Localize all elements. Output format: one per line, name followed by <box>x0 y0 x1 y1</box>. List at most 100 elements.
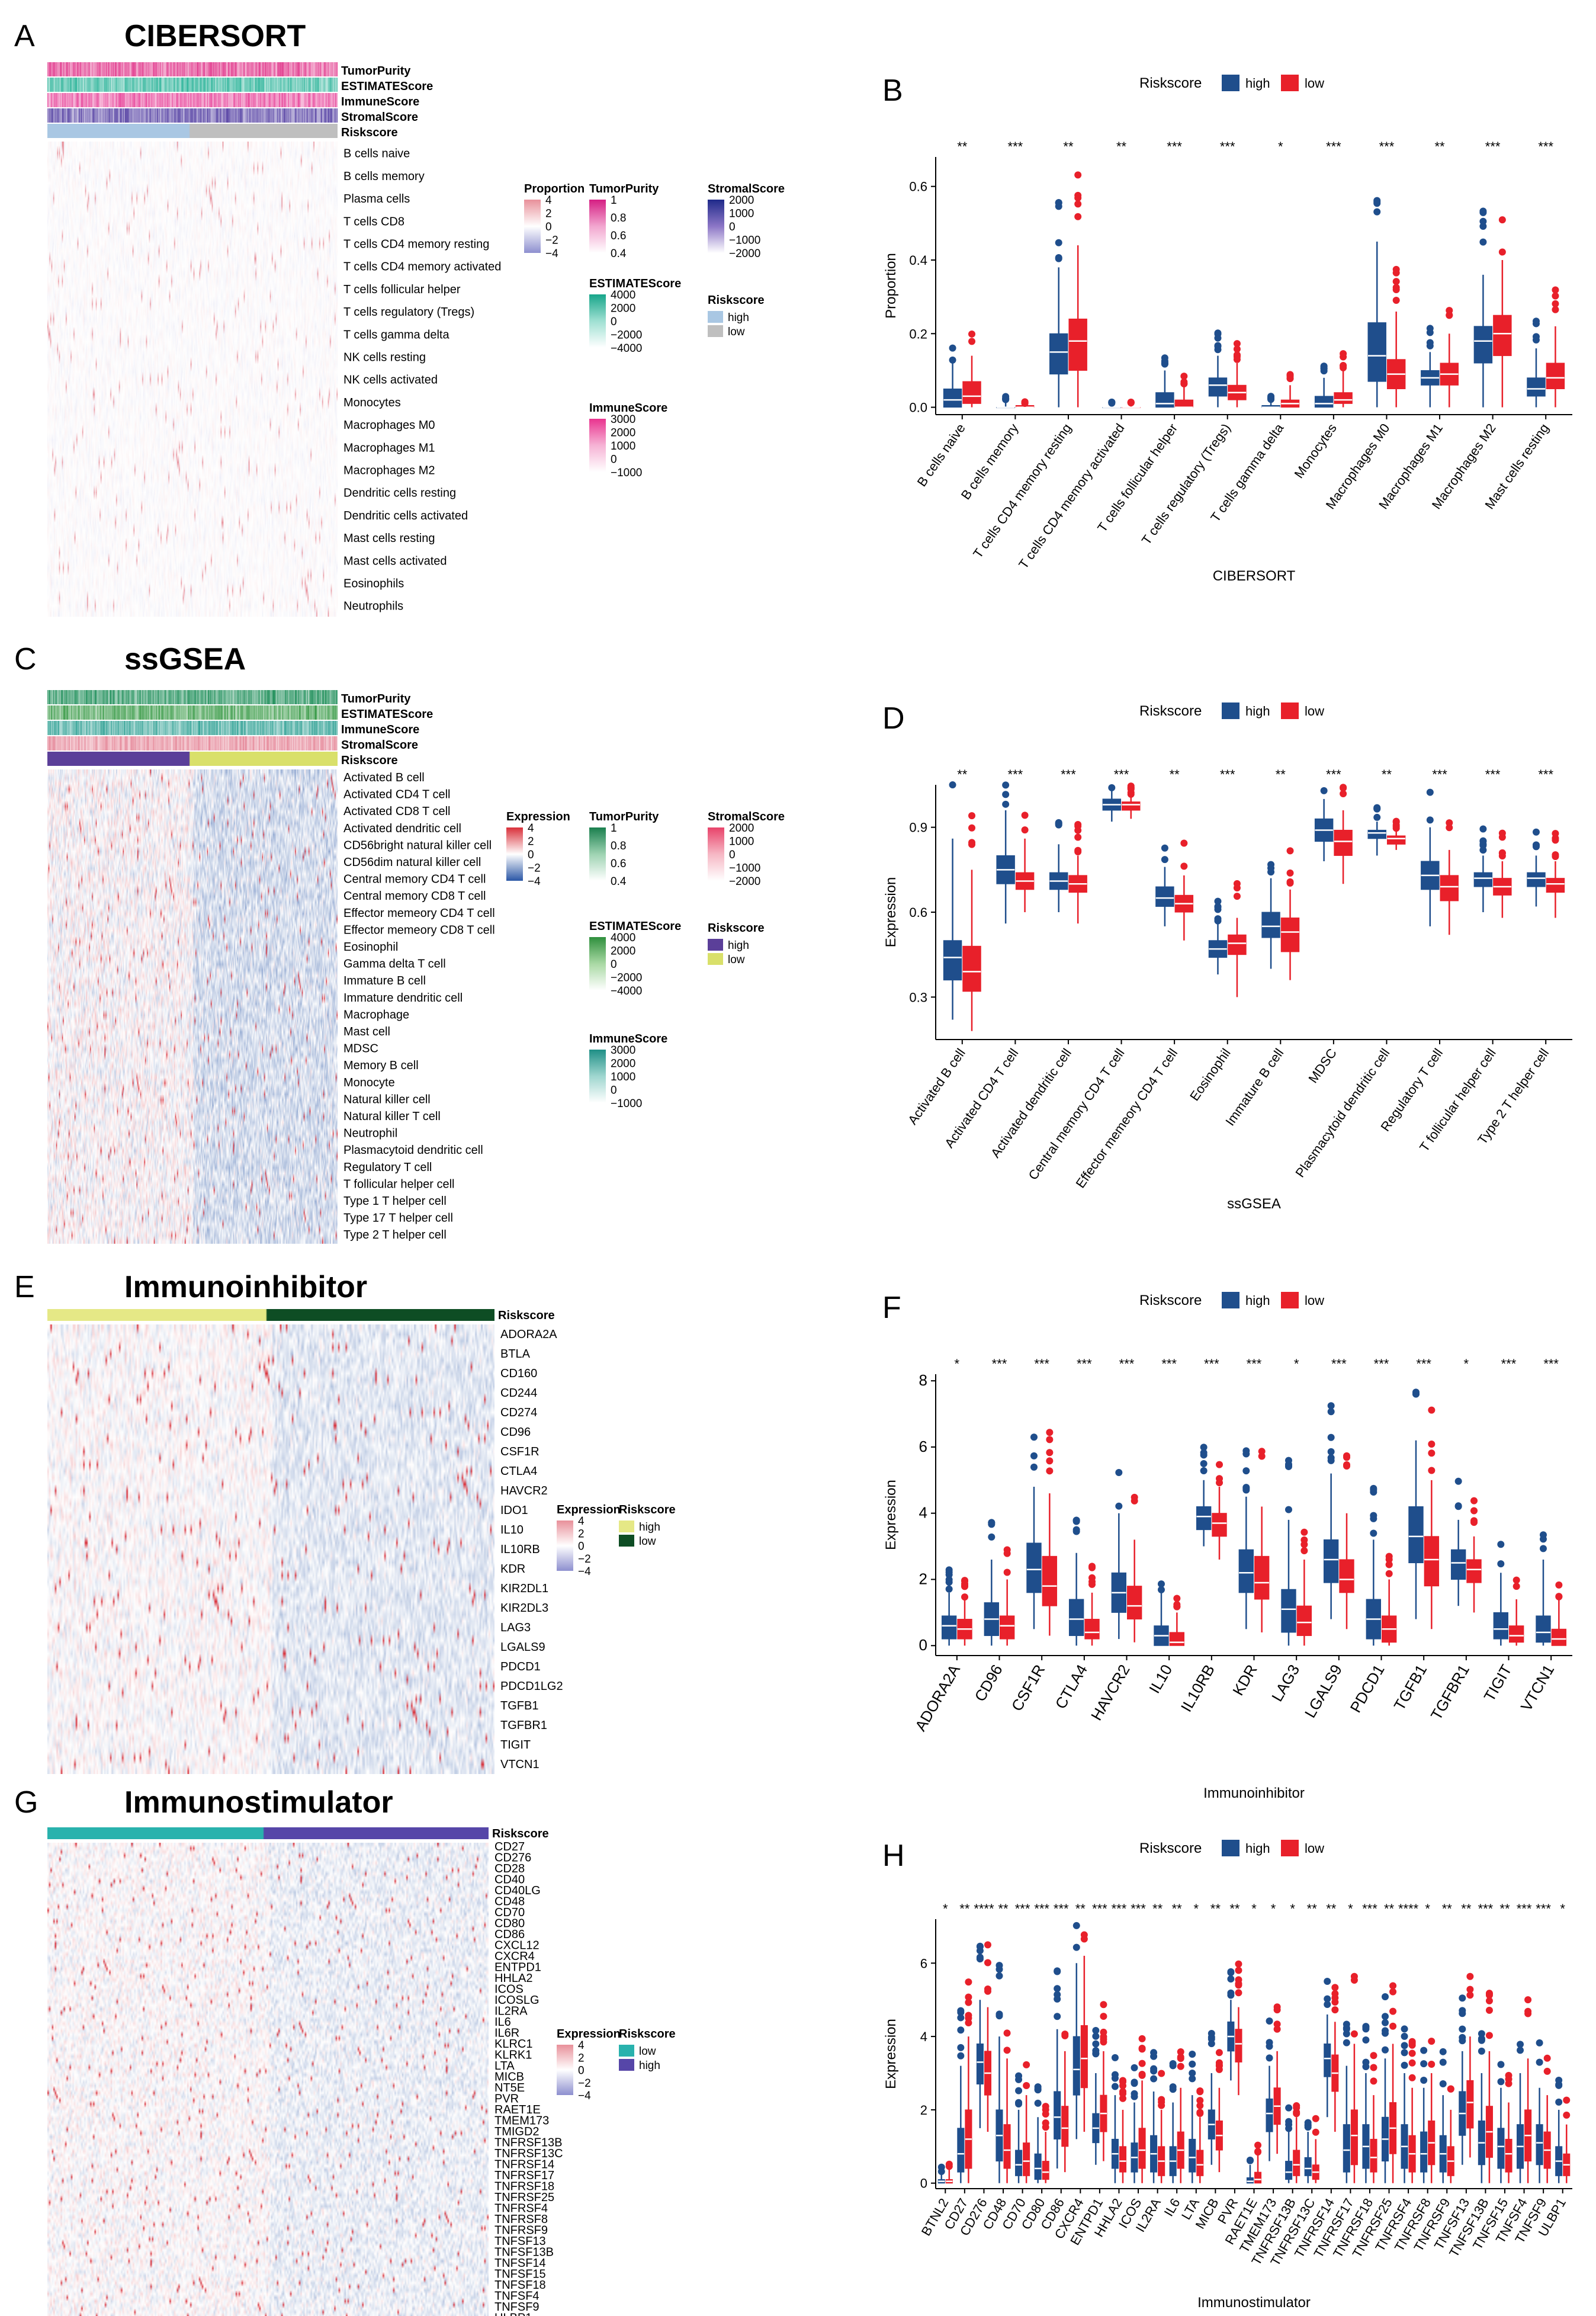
row-label: T cells CD4 memory resting <box>343 238 489 251</box>
significance-label: ** <box>1499 1901 1510 1916</box>
significance-label: *** <box>1247 1356 1262 1371</box>
legend-tick: 0 <box>578 1541 585 1553</box>
box-high <box>976 2043 984 2085</box>
box-outlier <box>1389 2022 1397 2030</box>
box-high <box>943 940 962 981</box>
significance-label: *** <box>992 1356 1007 1371</box>
heatmap-G: RiskscoreCD27CD276CD28CD40CD40LGCD48CD70… <box>47 1827 563 2316</box>
significance-label: *** <box>1114 767 1129 782</box>
box-outlier <box>1286 371 1294 379</box>
box-outlier <box>1401 2061 1408 2069</box>
box-outlier <box>1428 1440 1436 1448</box>
row-label: CD56dim natural killer cell <box>343 856 481 869</box>
box-outlier <box>1055 819 1062 827</box>
significance-label: *** <box>1161 1356 1177 1371</box>
box-outlier <box>984 1959 991 1967</box>
box-outlier <box>1074 826 1082 834</box>
box-high <box>1266 2098 1273 2132</box>
row-label: Monocytes <box>343 396 401 409</box>
box-outlier <box>996 1962 1003 1969</box>
box-outlier <box>1517 2041 1524 2048</box>
boxplot-F: F Riskscore high low 0 2 4 6 8 Expression ADORA2A *… <box>882 1291 1572 1801</box>
legend-item: high <box>1245 1841 1270 1856</box>
box-outlier <box>949 781 956 789</box>
row-label: Macrophages M2 <box>343 464 435 477</box>
heatmap-C: TumorPurity ESTIMATEScore ImmuneScore Strom… <box>47 690 495 1244</box>
box-outlier <box>1286 869 1294 877</box>
box-outlier <box>1235 1967 1242 1974</box>
box-outlier <box>1196 2097 1204 2105</box>
annotation-bar-estimatescore <box>47 705 338 720</box>
box-outlier <box>1446 824 1453 832</box>
legend-colorbar <box>557 1521 573 1571</box>
legend-item: high <box>1245 76 1270 91</box>
legend-title: TumorPurity <box>589 810 659 823</box>
row-label: IL6R <box>494 2026 519 2039</box>
panel-label: H <box>882 1839 905 1873</box>
box-outlier <box>1340 350 1347 358</box>
legend-tick: 0.6 <box>611 858 626 870</box>
significance-label: ** <box>1276 767 1286 782</box>
box-outlier <box>1157 1586 1165 1593</box>
significance-label: *** <box>1485 139 1501 154</box>
box-outlier <box>1485 1990 1493 1998</box>
box-high <box>1450 1549 1466 1580</box>
panel-label: D <box>882 701 905 736</box>
box-outlier <box>1563 2096 1571 2104</box>
box-low <box>1466 1559 1482 1583</box>
x-tick-label: CTLA4 <box>1052 1661 1091 1712</box>
legend-colorbar <box>506 827 523 881</box>
box-outlier <box>988 1533 996 1541</box>
box-outlier <box>1517 2046 1524 2054</box>
panel-label: B <box>882 73 903 108</box>
annotation-label: ESTIMATEScore <box>341 708 433 721</box>
significance-label: ** <box>1382 767 1392 782</box>
box-outlier <box>1512 1583 1520 1590</box>
box-outlier <box>1054 2013 1061 2020</box>
annotation-bar-immunescore <box>47 93 338 107</box>
box-outlier <box>1235 1980 1242 1987</box>
box-outlier <box>1408 2074 1416 2081</box>
row-label: Eosinophil <box>343 941 398 954</box>
legend-tick: −1000 <box>611 1098 642 1110</box>
box-outlier <box>1552 851 1559 859</box>
x-tick-label: VTCN1 <box>1517 1661 1558 1714</box>
y-tick-label: 6 <box>919 1438 927 1455</box>
row-label: LTA <box>494 2060 515 2073</box>
boxplot-H: H Riskscore high low0246ExpressionBTNL2*CD2… <box>882 1839 1572 2311</box>
legend-tick: −4 <box>578 1566 591 1578</box>
legend-tick: 2 <box>545 208 552 220</box>
row-label: CXCL12 <box>494 1939 540 1952</box>
box-outlier <box>1233 355 1241 363</box>
box-outlier <box>1536 2039 1543 2046</box>
box-outlier <box>1180 839 1188 847</box>
box-outlier <box>1227 1975 1235 1983</box>
box-outlier <box>1180 373 1188 380</box>
significance-label: **** <box>974 1901 994 1916</box>
box-outlier <box>1092 2040 1100 2048</box>
legend-title: Riskscore <box>619 2028 676 2041</box>
annotation-bar-riskscore <box>47 124 338 138</box>
box-low <box>1254 1555 1270 1600</box>
legend-swatch <box>619 2045 634 2057</box>
box-outlier <box>1111 2071 1119 2078</box>
box-outlier <box>1015 2087 1023 2094</box>
box-outlier <box>1254 2141 1262 2149</box>
box-outlier <box>1074 833 1082 841</box>
box-outlier <box>1200 1449 1208 1457</box>
legend-item: high <box>1245 704 1270 718</box>
legend-tick: 4 <box>528 822 534 835</box>
significance-label: ** <box>1116 139 1127 154</box>
legend-tick: 4000 <box>611 932 635 944</box>
box-outlier <box>1138 2060 1146 2067</box>
row-label: KIR2DL1 <box>500 1582 548 1595</box>
row-label: CD40 <box>494 1873 525 1886</box>
box-low <box>1061 2106 1069 2147</box>
row-label: TNFRSF13B <box>494 2136 562 2149</box>
box-outlier <box>1293 2110 1300 2118</box>
box-outlier <box>1131 2093 1138 2100</box>
legend-title: Riskscore <box>708 294 765 307</box>
legend-item: high <box>639 1521 660 1534</box>
row-label: TNFSF14 <box>494 2257 546 2270</box>
